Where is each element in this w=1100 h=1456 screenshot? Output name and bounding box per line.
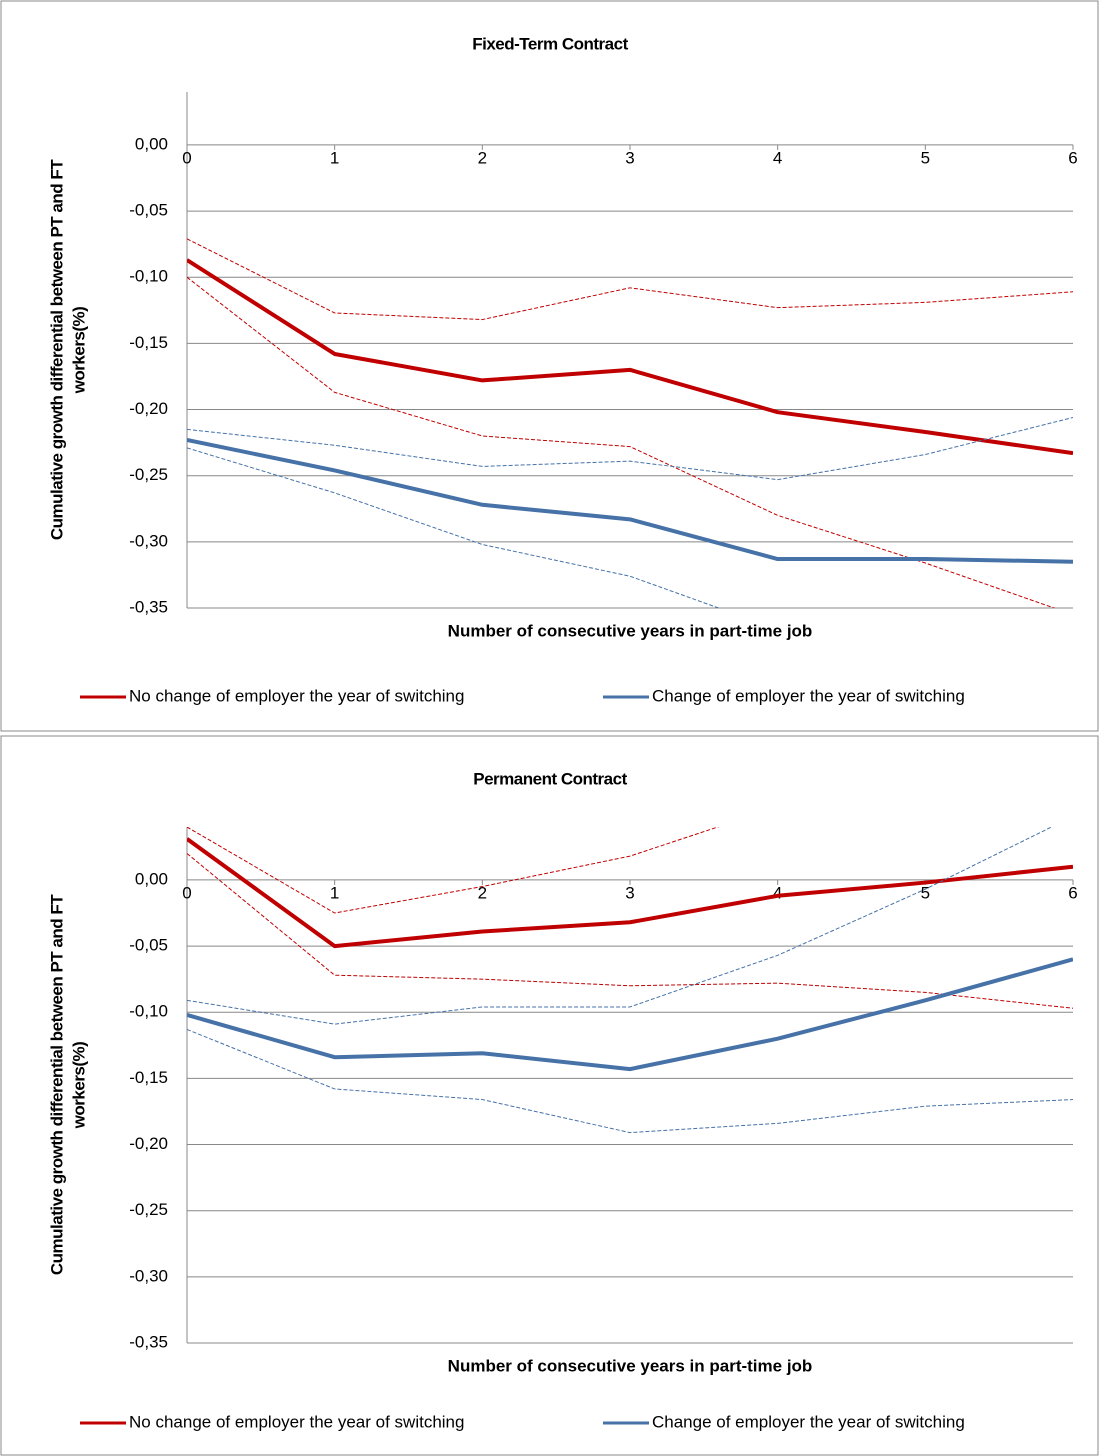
x-tick-label: 0 (182, 148, 191, 167)
confidence-line (187, 276, 1056, 608)
y-tick-label: -0,20 (129, 1134, 168, 1153)
y-tick-label: -0,05 (129, 201, 168, 220)
y-tick-label: -0,35 (129, 1332, 168, 1351)
x-tick-label: 0 (182, 883, 191, 902)
plot-area (187, 238, 1073, 608)
y-tick-label: 0,00 (135, 869, 168, 888)
confidence-line (187, 416, 1073, 481)
x-tick-label: 1 (330, 148, 339, 167)
legend-label: Change of employer the year of switching (652, 1412, 965, 1431)
series-line (187, 438, 1073, 564)
y-tick-label: -0,30 (129, 531, 168, 550)
y-tick-label: -0,05 (129, 936, 168, 955)
confidence-line (187, 853, 1073, 1009)
y-axis-label: workers(%) (69, 307, 88, 395)
y-axis-label: workers(%) (69, 1042, 88, 1130)
y-axis-label: Cumulative growth differential between P… (47, 159, 66, 540)
legend-label: No change of employer the year of switch… (129, 1412, 464, 1431)
y-tick-label: -0,10 (129, 1002, 168, 1021)
y-tick-label: -0,10 (129, 267, 168, 286)
x-tick-label: 2 (478, 883, 487, 902)
y-tick-label: -0,15 (129, 1068, 168, 1087)
y-tick-label: 0,00 (135, 134, 168, 153)
x-tick-label: 6 (1068, 883, 1077, 902)
chart-title: Fixed-Term Contract (472, 34, 628, 53)
y-tick-label: -0,35 (129, 597, 168, 616)
x-tick-label: 3 (625, 148, 634, 167)
y-axis-label: Cumulative growth differential between P… (47, 894, 66, 1275)
plot-area (187, 827, 1073, 1134)
x-tick-label: 5 (921, 148, 930, 167)
x-tick-label: 4 (773, 148, 782, 167)
x-tick-label: 2 (478, 148, 487, 167)
legend-label: No change of employer the year of switch… (129, 686, 464, 705)
chart-title: Permanent Contract (473, 769, 627, 788)
confidence-line (187, 447, 721, 608)
panel-frame (0, 0, 1099, 732)
x-tick-label: 6 (1068, 148, 1077, 167)
y-tick-label: -0,20 (129, 399, 168, 418)
x-axis-label: Number of consecutive years in part-time… (448, 621, 813, 640)
panel-frame (0, 735, 1099, 1456)
series-line (187, 837, 1073, 949)
x-tick-label: 4 (773, 883, 782, 902)
y-tick-label: -0,15 (129, 333, 168, 352)
y-tick-label: -0,25 (129, 465, 168, 484)
y-tick-label: -0,30 (129, 1266, 168, 1285)
series-line (187, 258, 1073, 456)
x-tick-label: 1 (330, 883, 339, 902)
x-tick-label: 3 (625, 883, 634, 902)
x-tick-label: 5 (921, 883, 930, 902)
confidence-line (187, 1028, 1073, 1134)
x-axis-label: Number of consecutive years in part-time… (448, 1356, 813, 1375)
confidence-line (187, 827, 720, 914)
confidence-line (187, 238, 1073, 321)
y-tick-label: -0,25 (129, 1200, 168, 1219)
legend-label: Change of employer the year of switching (652, 686, 965, 705)
series-line (187, 957, 1073, 1072)
confidence-line (187, 827, 1053, 1025)
